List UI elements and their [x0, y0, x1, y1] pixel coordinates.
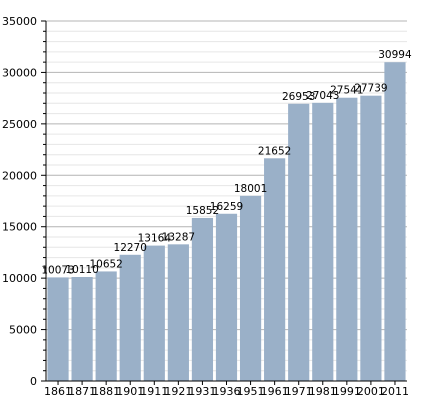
x-tick-label: 1961 [261, 385, 289, 398]
y-tick-label: 20000 [2, 169, 37, 182]
x-tick-label: 1911 [140, 385, 168, 398]
data-label: 27739 [354, 83, 387, 95]
y-tick-label: 0 [30, 375, 37, 388]
x-tick-label: 1951 [237, 385, 265, 398]
x-tick-label: 2011 [381, 385, 409, 398]
x-tick-label: 1861 [44, 385, 72, 398]
data-label: 10073 [41, 264, 74, 276]
bar [336, 97, 358, 382]
bar [95, 271, 117, 381]
data-label: 18001 [234, 183, 267, 195]
bar [360, 95, 382, 381]
data-label: 21652 [258, 145, 291, 157]
labels: 0 5000 10000 15000 20000 25000 30000 35000 10073… [2, 15, 412, 398]
x-tick-label: 1971 [285, 385, 313, 398]
data-label: 10652 [89, 258, 122, 270]
bar [143, 245, 165, 381]
data-label: 13164 [138, 233, 172, 245]
bar [191, 217, 214, 381]
data-label: 26953 [282, 91, 315, 103]
bar [312, 102, 334, 381]
bar [119, 254, 141, 381]
bar [264, 158, 286, 381]
y-tick-label: 15000 [2, 221, 37, 234]
y-tick-label: 10000 [2, 272, 37, 285]
data-label: 13287 [162, 231, 195, 243]
bar [71, 277, 93, 381]
bar [288, 103, 310, 382]
data-label: 10110 [65, 264, 98, 276]
x-tick-label: 1936 [213, 385, 241, 398]
data-label: 15852 [186, 205, 219, 217]
y-tick-label: 5000 [9, 324, 37, 337]
bar [239, 195, 262, 381]
x-tick-label: 1921 [164, 385, 192, 398]
axes [41, 20, 407, 385]
data-label: 16259 [210, 201, 243, 213]
x-tick-label: 1991 [333, 385, 361, 398]
bar [215, 213, 238, 381]
data-label: 12270 [114, 242, 147, 254]
bar [384, 62, 406, 382]
x-tick-label: 1901 [116, 385, 144, 398]
y-tick-label: 25000 [2, 118, 37, 131]
data-label: 27541 [330, 85, 363, 97]
x-tick-label: 1981 [309, 385, 337, 398]
y-tick-label: 35000 [2, 15, 37, 28]
y-tick-label: 30000 [2, 66, 37, 79]
bar [47, 277, 69, 381]
bars [47, 62, 406, 382]
data-label: 27043 [306, 90, 339, 102]
x-tick-label: 1871 [68, 385, 96, 398]
x-tick-label: 1881 [92, 385, 120, 398]
bar [167, 244, 189, 381]
x-tick-label: 2001 [357, 385, 385, 398]
x-tick-label: 1931 [188, 385, 216, 398]
data-label: 30994 [378, 49, 412, 61]
